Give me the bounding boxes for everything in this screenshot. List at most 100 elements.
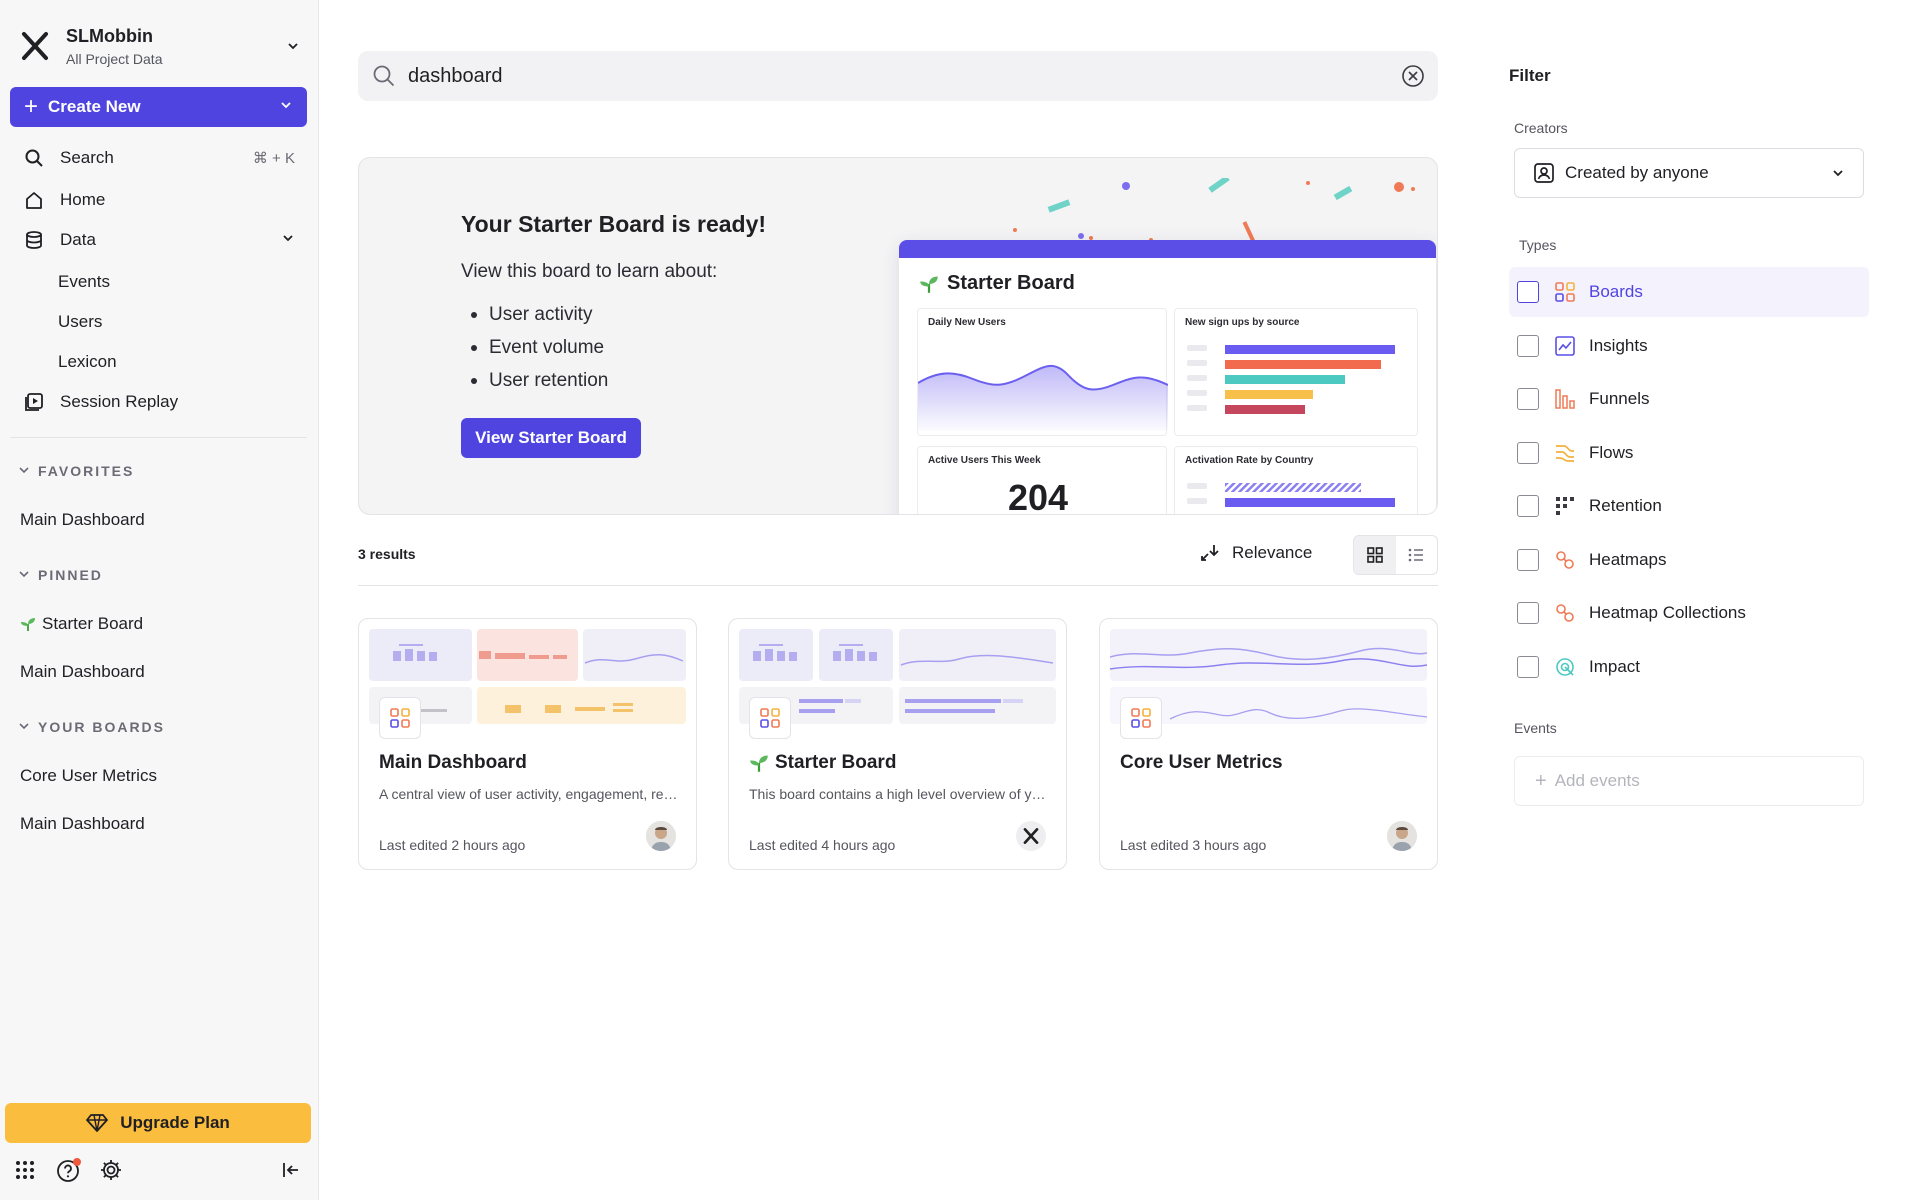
result-card-starter-board[interactable]: Starter Board This board contains a high… <box>728 618 1067 870</box>
view-starter-board-button[interactable]: View Starter Board <box>461 418 641 458</box>
your-boards-title: YOUR BOARDS <box>38 719 166 735</box>
card-title: Main Dashboard <box>379 752 527 773</box>
collapse-sidebar-icon[interactable] <box>278 1157 304 1183</box>
favorites-title: FAVORITES <box>38 463 135 479</box>
results-count: 3 results <box>358 546 416 562</box>
starter-board-banner: Your Starter Board is ready! View this b… <box>358 157 1438 515</box>
chevron-down-icon <box>281 231 295 249</box>
preview-title: Starter Board <box>919 272 1075 295</box>
impact-icon <box>1553 655 1577 679</box>
heatmaps-icon <box>1553 548 1577 572</box>
type-filter-retention[interactable]: Retention <box>1509 481 1869 531</box>
card-title: Starter Board <box>749 752 896 774</box>
result-card-core-user-metrics[interactable]: Core User Metrics Last edited 3 hours ag… <box>1099 618 1438 870</box>
type-filter-boards[interactable]: Boards <box>1509 267 1869 317</box>
nav-session-replay[interactable]: Session Replay <box>10 384 307 420</box>
sort-label: Relevance <box>1232 543 1313 562</box>
type-label: Heatmaps <box>1589 550 1667 569</box>
type-filter-impact[interactable]: Impact <box>1509 642 1869 692</box>
clear-search-icon[interactable] <box>1398 61 1428 91</box>
boards-icon <box>1553 280 1577 304</box>
add-events-button[interactable]: + Add events <box>1514 756 1864 806</box>
checkbox[interactable] <box>1517 495 1539 517</box>
banner-bullet: Event volume <box>471 331 608 364</box>
nav-data-events[interactable]: Events <box>58 272 110 291</box>
heatmap-collections-icon <box>1553 601 1577 625</box>
type-filter-flows[interactable]: Flows <box>1509 428 1869 478</box>
help-icon[interactable] <box>56 1157 82 1183</box>
sidebar-pinned-item-main[interactable]: Main Dashboard <box>20 662 145 681</box>
search-icon <box>368 64 400 88</box>
grid-view-icon[interactable] <box>1354 536 1396 574</box>
bar-chart-graphic <box>1187 345 1395 414</box>
type-filter-funnels[interactable]: Funnels <box>1509 374 1869 424</box>
type-filter-insights[interactable]: Insights <box>1509 321 1869 371</box>
sidebar-board-item-core[interactable]: Core User Metrics <box>20 766 157 785</box>
avatar <box>1387 821 1417 851</box>
board-thumbnail <box>369 629 686 724</box>
sprout-icon <box>750 755 768 772</box>
nav-search[interactable]: Search ⌘ + K <box>10 140 307 176</box>
session-replay-icon <box>22 390 46 414</box>
result-card-main-dashboard[interactable]: Main Dashboard A central view of user ac… <box>358 618 697 870</box>
workspace-name: SLMobbin <box>66 25 153 46</box>
pinned-section-header[interactable]: PINNED <box>18 567 103 583</box>
sidebar-board-item-main[interactable]: Main Dashboard <box>20 814 145 833</box>
chevron-down-icon <box>18 463 30 479</box>
nav-data-lexicon[interactable]: Lexicon <box>58 352 117 371</box>
checkbox[interactable] <box>1517 388 1539 410</box>
sidebar-favorite-item[interactable]: Main Dashboard <box>20 510 145 529</box>
preview-card-label: New sign ups by source <box>1185 317 1300 328</box>
upgrade-label: Upgrade Plan <box>120 1113 230 1132</box>
flows-icon <box>1553 441 1577 465</box>
checkbox[interactable] <box>1517 549 1539 571</box>
sidebar: SLMobbin All Project Data + Create New S… <box>0 0 319 1200</box>
preview-card-daily-new-users: Daily New Users <box>917 308 1168 436</box>
results-divider <box>358 585 1438 586</box>
upgrade-plan-button[interactable]: Upgrade Plan <box>5 1103 311 1143</box>
nav-data-users[interactable]: Users <box>58 312 103 331</box>
area-chart-graphic <box>918 364 1168 431</box>
favorites-section-header[interactable]: FAVORITES <box>18 463 134 479</box>
nav-data[interactable]: Data <box>10 222 307 258</box>
chevron-down-icon <box>283 36 303 56</box>
starter-board-preview[interactable]: Starter Board Daily New Users New sign u… <box>899 240 1436 515</box>
sidebar-pinned-item-starter[interactable]: Starter Board <box>20 614 143 634</box>
checkbox[interactable] <box>1517 442 1539 464</box>
sort-relevance-button[interactable]: Relevance <box>1198 542 1312 564</box>
card-description: A central view of user activity, engagem… <box>379 786 679 802</box>
type-label: Heatmap Collections <box>1589 603 1746 622</box>
type-label: Funnels <box>1589 389 1650 408</box>
nav-home[interactable]: Home <box>10 182 307 218</box>
create-new-button[interactable]: + Create New <box>10 87 307 127</box>
creators-dropdown[interactable]: Created by anyone <box>1514 148 1864 198</box>
type-label: Retention <box>1589 496 1662 515</box>
apps-grid-icon[interactable] <box>12 1157 38 1183</box>
list-view-icon[interactable] <box>1396 536 1438 574</box>
workspace-subtitle: All Project Data <box>66 50 163 67</box>
type-filter-heatmaps[interactable]: Heatmaps <box>1509 535 1869 585</box>
preview-big-number: 204 <box>1008 477 1069 515</box>
checkbox[interactable] <box>1517 656 1539 678</box>
type-label: Insights <box>1589 336 1648 355</box>
workspace-switcher[interactable]: SLMobbin All Project Data <box>18 20 303 72</box>
your-boards-section-header[interactable]: YOUR BOARDS <box>18 719 165 735</box>
avatar <box>646 821 676 851</box>
banner-bullet-list: User activity Event volume User retentio… <box>471 298 608 397</box>
create-new-label: Create New <box>48 97 141 116</box>
type-filter-heatmap-collections[interactable]: Heatmap Collections <box>1509 588 1869 638</box>
nav-home-label: Home <box>60 190 106 209</box>
banner-description: View this board to learn about: <box>461 261 718 282</box>
boards-icon <box>379 697 421 739</box>
sidebar-divider <box>10 437 307 438</box>
preview-header-bar <box>899 240 1436 258</box>
card-last-edited: Last edited 4 hours ago <box>749 837 896 853</box>
settings-gear-icon[interactable] <box>98 1157 124 1183</box>
nav-session-replay-label: Session Replay <box>60 392 179 411</box>
home-icon <box>22 188 46 212</box>
checkbox[interactable] <box>1517 335 1539 357</box>
search-input[interactable] <box>408 64 1398 88</box>
checkbox[interactable] <box>1517 281 1539 303</box>
chevron-down-icon[interactable] <box>279 98 293 117</box>
checkbox[interactable] <box>1517 602 1539 624</box>
